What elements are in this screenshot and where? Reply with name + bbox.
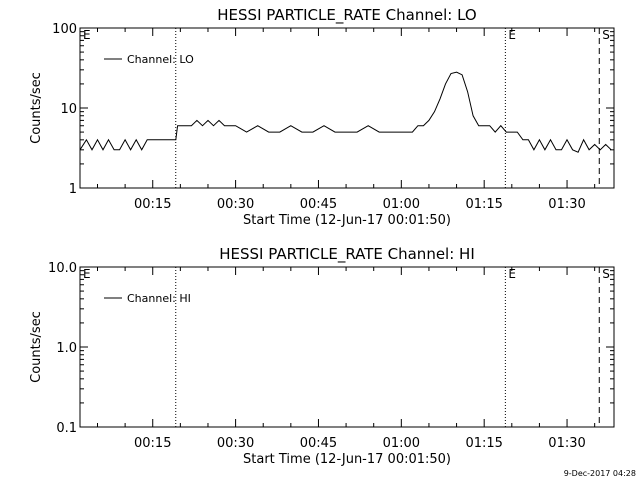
plot-frame (79, 266, 615, 428)
x-tick-label: 01:30 (548, 436, 585, 451)
x-tick-label: 01:30 (548, 197, 585, 212)
x-tick-label: 01:15 (465, 436, 502, 451)
x-tick-label: 01:00 (383, 197, 420, 212)
event-marker-label: E (83, 28, 91, 42)
x-tick-label: 00:15 (134, 197, 171, 212)
chart-title: HESSI PARTICLE_RATE Channel: HI (219, 245, 475, 264)
event-marker-label: E (508, 267, 516, 281)
event-marker-label: E (508, 28, 516, 42)
plot-frame (79, 27, 615, 189)
event-marker-label: E (83, 267, 91, 281)
x-tick-label: 00:30 (217, 197, 254, 212)
y-axis-label: Counts/sec (29, 311, 44, 383)
legend-label: Channel: LO (127, 53, 194, 66)
event-marker-label: S (602, 28, 610, 42)
y-tick-label: 100 (52, 22, 77, 37)
data-series-line (79, 71, 612, 153)
x-tick-label: 00:30 (217, 436, 254, 451)
x-tick-label: 01:00 (383, 436, 420, 451)
y-axis-label: Counts/sec (29, 72, 44, 144)
footer-timestamp: 9-Dec-2017 04:28 (564, 469, 636, 478)
y-tick-label: 10 (60, 102, 77, 117)
event-marker-label: S (602, 267, 610, 281)
x-tick-label: 00:15 (134, 436, 171, 451)
y-tick-label: 1.0 (56, 341, 77, 356)
legend-label: Channel: HI (127, 292, 191, 305)
x-axis-label: Start Time (12-Jun-17 00:01:50) (243, 452, 451, 467)
chart-title: HESSI PARTICLE_RATE Channel: LO (217, 6, 476, 25)
x-tick-label: 01:15 (465, 197, 502, 212)
y-tick-label: 1 (69, 182, 77, 197)
x-tick-label: 00:45 (300, 436, 337, 451)
x-tick-label: 00:45 (300, 197, 337, 212)
y-tick-label: 0.1 (56, 421, 77, 436)
x-axis-label: Start Time (12-Jun-17 00:01:50) (243, 213, 451, 228)
y-tick-label: 10.0 (48, 261, 77, 276)
